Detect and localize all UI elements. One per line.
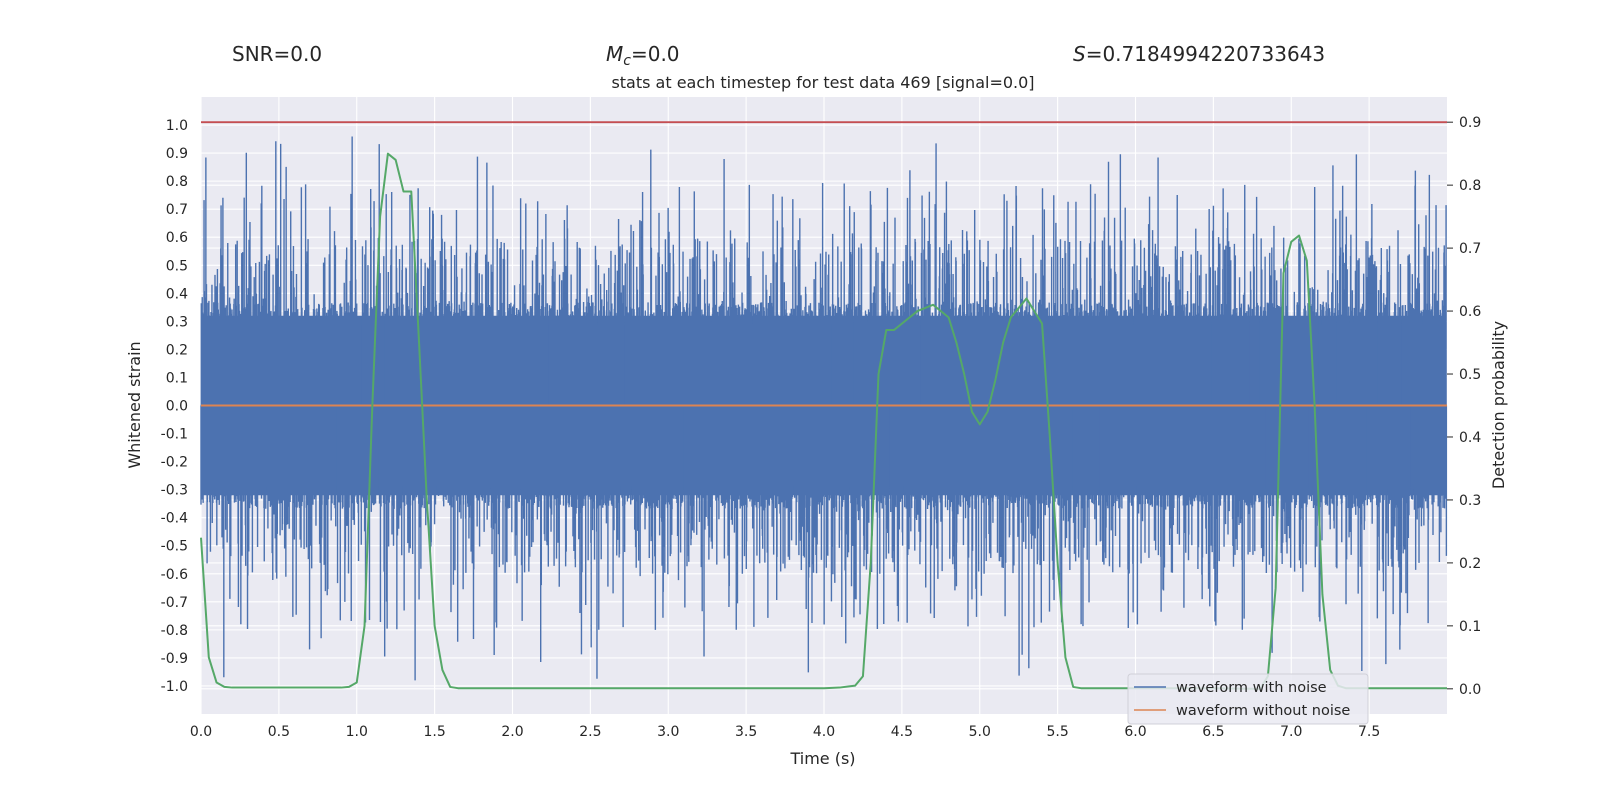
- chirp-mass-subscript: c: [623, 53, 631, 69]
- y-right-tick-label: 0.4: [1459, 430, 1481, 446]
- y-left-tick-label: 0.7: [166, 202, 188, 218]
- y-left-tick-label: -0.9: [161, 651, 188, 667]
- x-tick-label: 2.0: [501, 724, 523, 740]
- noise-spikes: [200, 136, 1448, 681]
- y-right-tick-label: 0.7: [1459, 241, 1481, 257]
- x-tick-label: 3.0: [657, 724, 679, 740]
- y-right-tick-label: 0.5: [1459, 367, 1481, 383]
- y-left-tick-label: -0.3: [161, 483, 188, 499]
- y-left-tick-label: -0.5: [161, 539, 188, 555]
- y-right-tick-label: 0.3: [1459, 493, 1481, 509]
- y-left-tick-label: -0.7: [161, 595, 188, 611]
- x-tick-label: 7.5: [1358, 724, 1380, 740]
- y-right-tick-label: 0.0: [1459, 682, 1481, 698]
- y-left-tick-label: -0.1: [161, 427, 188, 443]
- legend-box: [1127, 673, 1369, 725]
- x-tick-label: 2.5: [579, 724, 601, 740]
- chart-title: stats at each timestep for test data 469…: [611, 73, 1034, 92]
- x-tick-label: 6.5: [1202, 724, 1224, 740]
- y-left-axis-ticks: 1.0 0.9 0.8 0.7 0.6 0.5 0.4 0.3 0.2 0.1 0.0 -0.1 -0.…: [161, 118, 188, 695]
- chirp-mass-symbol: M: [606, 42, 623, 66]
- y-right-tick-label: 0.9: [1459, 115, 1481, 131]
- chirp-mass-stat: Mc=0.0: [606, 42, 680, 69]
- y-left-tick-label: 0.6: [166, 230, 188, 246]
- x-axis-ticks: 0.0 0.5 1.0 1.5 2.0 2.5 3.0 3.5 4.0 4.5 5.0 5.5 6.0 6…: [190, 724, 1380, 740]
- chirp-mass-value: =0.0: [631, 42, 680, 66]
- snr-stat: SNR=0.0: [232, 42, 322, 66]
- y-left-tick-label: 0.5: [166, 258, 188, 274]
- y-left-tick-label: -0.8: [161, 623, 188, 639]
- detection-probability-line: [200, 152, 1447, 690]
- y-right-axis-label: Detection probability: [1489, 321, 1508, 489]
- y-right-tick-label: 0.1: [1459, 619, 1481, 635]
- y-left-axis-label: Whitened strain: [125, 341, 144, 468]
- x-tick-label: 1.5: [423, 724, 445, 740]
- series-detection-probability: [200, 152, 1447, 690]
- x-tick-label: 3.5: [735, 724, 757, 740]
- x-tick-label: 0.5: [268, 724, 290, 740]
- y-left-tick-label: 0.9: [166, 146, 188, 162]
- legend-label-clean: waveform without noise: [1176, 703, 1350, 719]
- x-tick-label: 5.0: [969, 724, 991, 740]
- x-axis-label: Time (s): [789, 749, 855, 768]
- x-tick-label: 6.0: [1124, 724, 1146, 740]
- score-stat: S=0.7184994220733643: [1073, 42, 1325, 66]
- y-left-tick-label: -0.6: [161, 567, 188, 583]
- y-left-tick-label: -0.2: [161, 455, 188, 471]
- legend: waveform with noise waveform without noi…: [1127, 673, 1369, 725]
- x-tick-label: 4.0: [813, 724, 835, 740]
- legend-label-noise: waveform with noise: [1176, 680, 1327, 696]
- y-left-tick-label: 1.0: [166, 118, 188, 134]
- x-tick-label: 4.5: [891, 724, 913, 740]
- x-tick-label: 5.5: [1046, 724, 1068, 740]
- y-left-tick-label: 0.3: [166, 314, 188, 330]
- x-tick-label: 7.0: [1280, 724, 1302, 740]
- score-symbol: S: [1073, 42, 1086, 66]
- y-left-tick-label: 0.4: [166, 286, 188, 302]
- score-value: =0.7184994220733643: [1086, 42, 1325, 66]
- y-left-tick-label: 0.0: [166, 399, 188, 415]
- y-left-tick-label: -0.4: [161, 511, 188, 527]
- y-left-tick-label: 0.1: [166, 370, 188, 386]
- y-right-tick-label: 0.6: [1459, 304, 1481, 320]
- y-right-axis-ticks: 0.9 0.8 0.7 0.6 0.5 0.4 0.3 0.2 0.1 0.0: [1447, 115, 1481, 698]
- y-left-tick-label: -1.0: [161, 679, 188, 695]
- y-right-tick-label: 0.8: [1459, 178, 1481, 194]
- y-left-tick-label: 0.2: [166, 342, 188, 358]
- x-tick-label: 0.0: [190, 724, 212, 740]
- y-right-tick-label: 0.2: [1459, 556, 1481, 572]
- x-tick-label: 1.0: [346, 724, 368, 740]
- y-left-tick-label: 0.8: [166, 174, 188, 190]
